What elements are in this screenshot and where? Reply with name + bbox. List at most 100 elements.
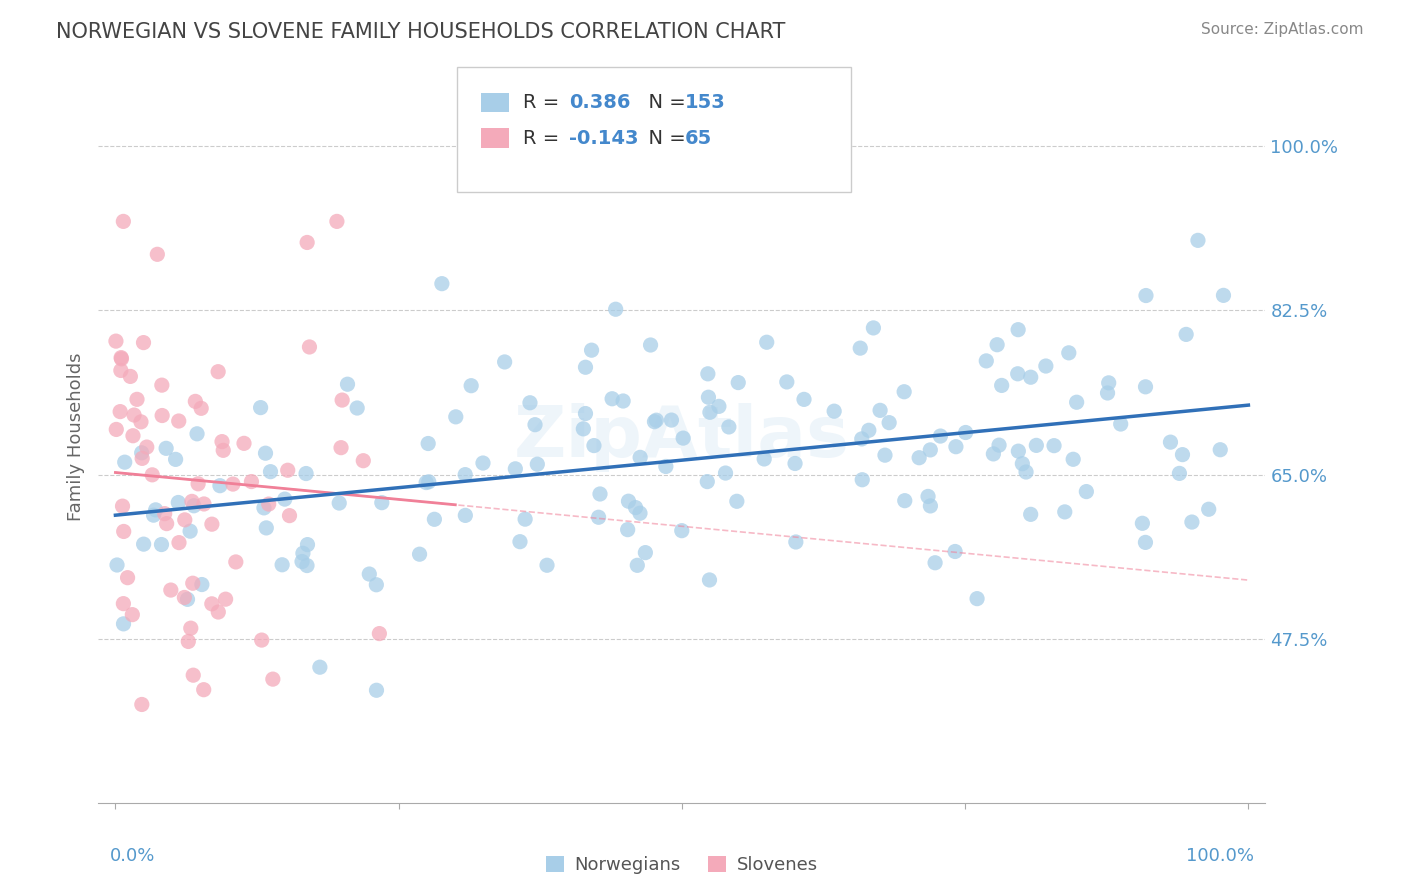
Point [626,558,648,573]
Point [655,459,678,474]
Point [634,546,657,560]
Point [112,524,135,539]
Point [696,475,718,489]
Point [212,443,235,458]
Point [346,401,368,415]
Text: 100.0%: 100.0% [1187,847,1254,864]
Point [114,455,136,469]
Point [298,340,321,354]
Point [105,422,128,436]
Text: Source: ZipAtlas.com: Source: ZipAtlas.com [1201,22,1364,37]
Point [754,452,776,467]
Point [366,683,388,698]
Point [1159,435,1181,450]
Point [877,416,900,430]
Point [253,500,276,515]
Point [430,277,453,291]
Point [150,409,173,423]
Point [257,497,280,511]
Point [418,475,440,489]
Point [125,392,148,407]
Point [173,591,195,605]
Point [785,535,807,549]
Point [191,577,214,591]
Point [330,441,353,455]
Point [983,447,1005,461]
Point [240,475,263,489]
Text: 153: 153 [685,93,725,112]
Point [179,524,201,538]
Point [207,365,229,379]
Point [1135,288,1157,302]
Point [793,392,815,407]
Point [291,555,314,569]
Point [187,476,209,491]
Point [1053,505,1076,519]
Point [368,626,391,640]
Point [159,583,181,598]
Point [945,440,967,454]
Point [1109,417,1132,431]
Point [165,452,187,467]
Point [214,592,236,607]
Point [699,405,721,419]
Point [894,493,917,508]
Point [513,512,536,526]
Point [225,555,247,569]
Point [250,633,273,648]
Point [418,436,440,450]
Point [249,401,271,415]
Point [509,534,531,549]
Point [929,429,952,443]
Point [233,436,256,450]
Point [183,499,205,513]
Point [131,698,153,712]
Point [222,477,245,491]
Point [180,621,202,635]
Point [574,407,596,421]
Point [1135,380,1157,394]
Text: 0.386: 0.386 [569,93,631,112]
Text: NORWEGIAN VS SLOVENE FAMILY HOUSEHOLDS CORRELATION CHART: NORWEGIAN VS SLOVENE FAMILY HOUSEHOLDS C… [56,22,786,42]
Point [617,494,640,508]
Point [122,408,145,422]
Point [1181,515,1204,529]
Point [990,378,1012,392]
Point [359,567,381,582]
Point [112,214,135,228]
Point [278,508,301,523]
Point [605,302,627,317]
Point [851,432,873,446]
Point [574,360,596,375]
Point [572,422,595,436]
Text: R =: R = [523,93,565,112]
Point [146,247,169,261]
Point [274,492,297,507]
Point [955,425,977,440]
Point [696,367,718,381]
Point [1057,346,1080,360]
Point [1135,535,1157,549]
Point [141,467,163,482]
Point [661,413,683,427]
Point [167,495,190,509]
Point [117,571,139,585]
Point [582,439,605,453]
Point [858,423,880,437]
Y-axis label: Family Households: Family Households [66,353,84,521]
Text: N =: N = [636,128,692,148]
Point [536,558,558,573]
Point [193,682,215,697]
Point [110,363,132,377]
Point [1066,395,1088,409]
Point [581,343,603,358]
Point [110,351,132,365]
Point [714,466,737,480]
Point [297,538,319,552]
Point [612,394,634,409]
Point [1015,465,1038,479]
Point [628,506,651,520]
Point [1097,386,1119,401]
Point [271,558,294,572]
Point [150,537,173,551]
